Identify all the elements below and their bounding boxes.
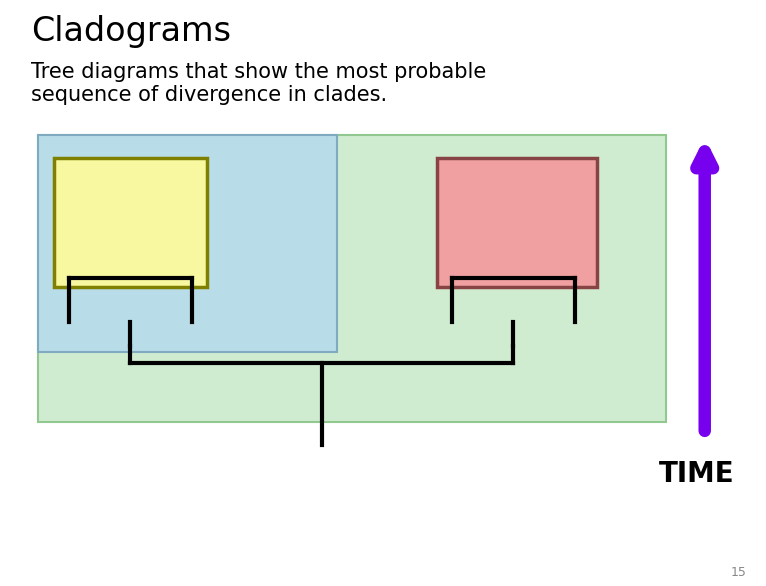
Bar [38,135,337,352]
Text: 15: 15 [731,566,747,579]
Bar [54,158,207,287]
Bar [437,158,597,287]
Bar [38,135,666,422]
Text: Cladograms: Cladograms [31,15,231,47]
Text: TIME: TIME [660,460,735,488]
Text: Tree diagrams that show the most probable
sequence of divergence in clades.: Tree diagrams that show the most probabl… [31,62,486,105]
